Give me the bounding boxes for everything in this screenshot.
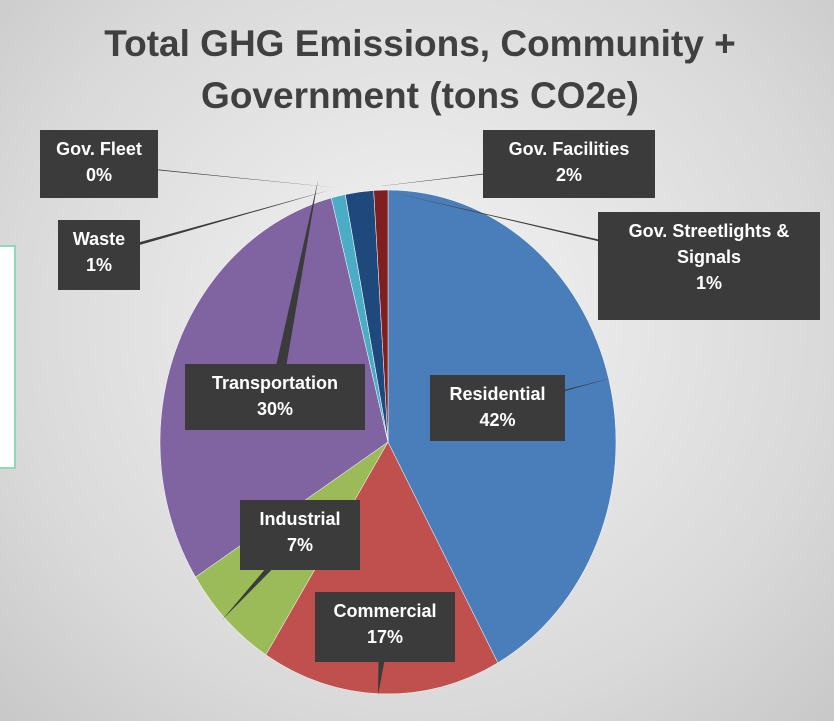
- label-value: 1%: [85, 255, 112, 275]
- label-name: Residential: [449, 384, 546, 404]
- leader-line: [269, 180, 318, 397]
- side-panel: [0, 245, 16, 469]
- label-name: Transportation: [211, 373, 338, 393]
- label-name: Gov. Streetlights & Signals: [628, 221, 790, 267]
- label-value: 17%: [366, 627, 404, 647]
- data-label: Waste 1%: [58, 220, 140, 290]
- data-label: Gov. Fleet 0%: [40, 130, 158, 198]
- data-label: Gov. Facilities 2%: [483, 130, 655, 198]
- label-value: 30%: [256, 399, 294, 419]
- label-name: Commercial: [333, 601, 437, 621]
- pie-slice: [373, 189, 389, 443]
- label-value: 42%: [479, 410, 516, 430]
- label-value: 0%: [85, 165, 112, 185]
- chart-title: Total GHG Emissions, Community + Governm…: [104, 23, 736, 116]
- label-name: Gov. Facilities: [508, 139, 630, 159]
- data-label: Transportation 30%: [185, 364, 365, 430]
- data-label: Industrial 7%: [240, 500, 360, 570]
- label-name: Industrial: [259, 509, 341, 529]
- label-name: Waste: [72, 229, 126, 249]
- leader-line: [93, 190, 330, 255]
- data-label: Commercial 17%: [315, 592, 455, 662]
- data-label: Residential 42%: [430, 375, 565, 441]
- label-value: 2%: [555, 165, 582, 185]
- label-value: 1%: [695, 273, 722, 293]
- data-label: Gov. Streetlights & Signals 1%: [598, 212, 820, 320]
- label-name: Gov. Fleet: [56, 139, 142, 159]
- label-value: 7%: [286, 535, 313, 555]
